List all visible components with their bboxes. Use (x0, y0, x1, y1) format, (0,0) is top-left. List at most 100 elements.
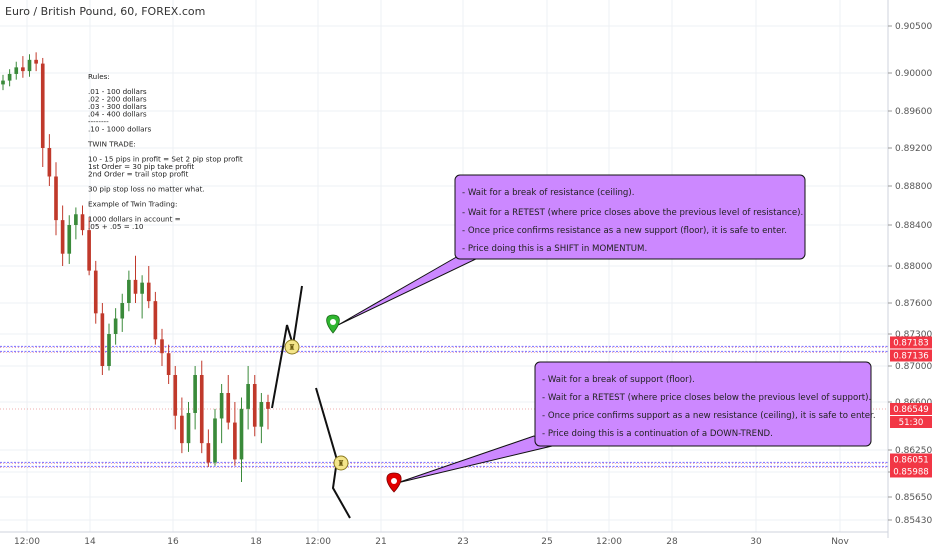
candle-body (47, 148, 52, 177)
callout-down[interactable]: - Wait for a break of support (floor). -… (396, 361, 876, 484)
candle-body (199, 375, 204, 444)
x-tick-label: 25 (541, 537, 552, 547)
y-tick-label: 0.87600 (895, 299, 932, 309)
candle-body (93, 270, 98, 314)
y-tick-label: 0.88000 (895, 262, 932, 272)
candle-body (14, 67, 19, 74)
candle-body (1, 80, 5, 85)
rules-note-line: 1st Order = 30 pip take profit (88, 162, 194, 171)
rules-note-line: -------- (88, 117, 109, 126)
candle-body (113, 318, 118, 334)
red-location-marker (386, 472, 402, 493)
price-tag (890, 465, 932, 478)
candle-body (100, 313, 105, 366)
svg-text:♜: ♜ (288, 343, 295, 352)
price-axis[interactable]: 0.90500 0.90000 0.89600 0.89200 0.88800 0.884… (888, 22, 932, 526)
price-tag-label: 0.87183 (893, 338, 929, 348)
candle-body (60, 220, 65, 254)
x-tick-label: 12:00 (596, 537, 622, 547)
candle-body (7, 73, 12, 81)
candle-body (180, 415, 184, 444)
callout-down-line-2: - Wait for a RETEST (where price closes … (542, 393, 871, 403)
rules-note-line: Rules: (88, 72, 110, 81)
price-tag-label: 0.86051 (893, 456, 929, 466)
candle-body (239, 408, 244, 460)
candle-body (21, 67, 25, 72)
retest-marker-up: ♜ (284, 339, 300, 355)
callout-up[interactable]: - Wait for a break of resistance (ceilin… (337, 174, 806, 326)
x-tick-label: Nov (831, 537, 849, 547)
rules-note-line: .05 + .05 = .10 (88, 222, 144, 231)
rules-note: Rules: .01 - 100 dollars.02 - 200 dollars… (87, 72, 243, 231)
rules-note-line: .01 - 100 dollars (88, 87, 147, 96)
rules-note-line: .02 - 200 dollars (88, 95, 147, 104)
candle-body (173, 375, 178, 416)
time-axis[interactable]: 12:00 14 16 18 12:00 21 23 25 12:00 28 30 Nov (14, 537, 849, 547)
rules-note-line: .04 - 400 dollars (88, 110, 147, 119)
candle-body (140, 282, 144, 294)
candle-body (193, 375, 197, 413)
retest-marker-down: ♜ (333, 455, 349, 471)
candle-body (206, 443, 211, 463)
x-tick-label: 23 (457, 537, 468, 547)
rules-note-line: 10 - 15 pips in profit = Set 2 pip stop … (88, 155, 243, 164)
rules-note-line: 30 pip stop loss no matter what. (88, 185, 205, 194)
candle-body (87, 230, 91, 271)
x-tick-label: 18 (250, 537, 262, 547)
candlestick-series (1, 52, 270, 482)
candle-body (133, 279, 138, 294)
x-tick-label: 14 (84, 537, 96, 547)
candle-body (27, 59, 32, 72)
candle-body (120, 303, 125, 319)
rules-note-line: 2nd Order = trail stop profit (88, 170, 189, 179)
candle-body (67, 225, 72, 254)
y-tick-label: 0.85650 (895, 493, 932, 503)
candle-body (146, 282, 151, 302)
rules-note-line: 1000 dollars in account = (88, 215, 181, 224)
price-tag-label: 0.85988 (893, 467, 929, 477)
price-tag (890, 349, 932, 362)
price-tag (890, 402, 932, 415)
y-tick-label: 0.85430 (895, 516, 932, 526)
y-tick-label: 0.86250 (895, 446, 932, 456)
callout-up-line-4: - Price doing this is a SHIFT in MOMENTU… (462, 244, 647, 254)
rules-note-line: .03 - 300 dollars (88, 102, 147, 111)
y-tick-label: 0.87000 (895, 362, 932, 372)
y-tick-label: 0.88800 (895, 182, 932, 192)
y-tick-label: 0.89600 (895, 107, 932, 117)
candle-body (166, 353, 171, 375)
candle-body (219, 393, 224, 419)
candle-body (74, 214, 78, 225)
price-tag (890, 336, 932, 349)
candle-body (233, 422, 237, 460)
support-resistance-levels (0, 345, 888, 468)
callout-up-line-3: - Once price confirms resistance as a ne… (462, 226, 787, 236)
price-tag-label: 0.87136 (893, 351, 929, 361)
rules-note-line: .10 - 1000 dollars (88, 125, 151, 134)
candle-body (34, 59, 38, 64)
candle-body (153, 301, 158, 340)
candle-body (127, 279, 131, 303)
candle-body (54, 176, 58, 221)
callout-down-pointer (396, 435, 554, 484)
y-tick-label: 0.90500 (895, 22, 932, 32)
green-location-marker (326, 314, 340, 334)
projection-down-path (315, 387, 351, 519)
callout-down-line-3: - Once price confirms support as a new r… (542, 411, 876, 421)
x-tick-label: 30 (750, 537, 762, 547)
x-tick-label: 21 (375, 537, 386, 547)
x-tick-label: 12:00 (14, 537, 40, 547)
candle-body (186, 412, 191, 444)
projection-up-path (271, 285, 303, 409)
callout-down-line-4: - Price doing this is a continuation of … (542, 429, 773, 439)
callout-down-line-1: - Wait for a break of support (floor). (542, 375, 695, 385)
price-tag (890, 415, 932, 428)
y-tick-label: 0.90000 (895, 69, 932, 79)
x-tick-label: 28 (666, 537, 678, 547)
candle-body (160, 339, 164, 354)
candle-body (246, 384, 250, 409)
rules-note-line: TWIN TRADE: (87, 140, 136, 149)
candle-body (80, 214, 85, 231)
